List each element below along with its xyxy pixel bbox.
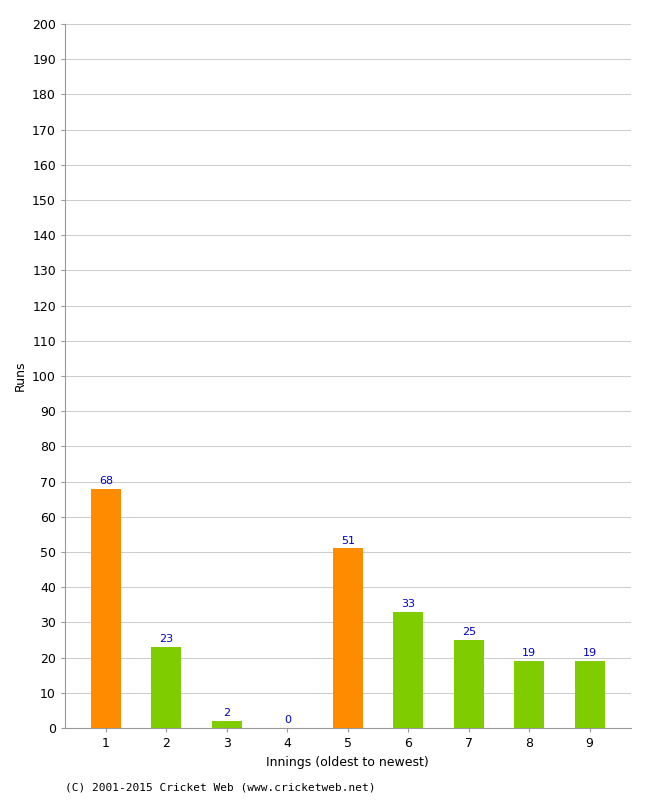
Bar bbox=[333, 549, 363, 728]
Text: 68: 68 bbox=[99, 476, 113, 486]
Text: 23: 23 bbox=[159, 634, 174, 644]
Bar bbox=[575, 661, 604, 728]
Bar bbox=[454, 640, 484, 728]
Y-axis label: Runs: Runs bbox=[14, 361, 27, 391]
Bar bbox=[514, 661, 544, 728]
X-axis label: Innings (oldest to newest): Innings (oldest to newest) bbox=[266, 755, 429, 769]
Text: 0: 0 bbox=[284, 715, 291, 725]
Text: 19: 19 bbox=[582, 648, 597, 658]
Bar bbox=[151, 647, 181, 728]
Text: 25: 25 bbox=[462, 627, 476, 637]
Text: (C) 2001-2015 Cricket Web (www.cricketweb.net): (C) 2001-2015 Cricket Web (www.cricketwe… bbox=[65, 782, 376, 792]
Bar bbox=[212, 721, 242, 728]
Text: 33: 33 bbox=[401, 599, 415, 609]
Text: 2: 2 bbox=[223, 708, 230, 718]
Text: 19: 19 bbox=[522, 648, 536, 658]
Text: 51: 51 bbox=[341, 536, 355, 546]
Bar bbox=[91, 489, 121, 728]
Bar bbox=[393, 612, 423, 728]
